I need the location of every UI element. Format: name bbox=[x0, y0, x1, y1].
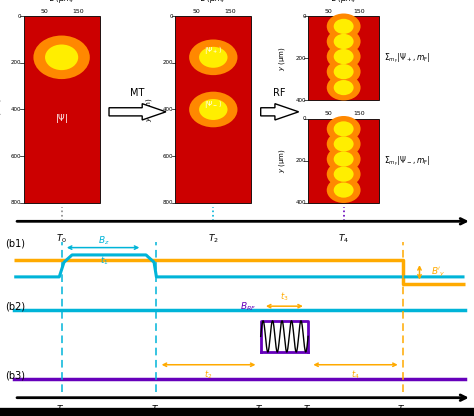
Ellipse shape bbox=[327, 116, 361, 142]
Text: 50: 50 bbox=[193, 9, 201, 14]
Ellipse shape bbox=[199, 99, 228, 120]
Ellipse shape bbox=[33, 35, 90, 79]
Ellipse shape bbox=[327, 59, 361, 84]
Text: 200: 200 bbox=[11, 60, 21, 65]
Text: $T_3$: $T_3$ bbox=[302, 403, 314, 416]
Text: 50: 50 bbox=[41, 9, 49, 14]
Bar bbox=[24, 16, 100, 203]
Ellipse shape bbox=[334, 80, 354, 95]
Text: $z$ (μm): $z$ (μm) bbox=[49, 0, 74, 5]
Text: $y$ (μm): $y$ (μm) bbox=[277, 149, 287, 173]
Text: $t_3$: $t_3$ bbox=[280, 290, 289, 302]
Ellipse shape bbox=[334, 19, 354, 34]
Text: $T_0$: $T_0$ bbox=[56, 403, 67, 416]
Text: $t_2$: $t_2$ bbox=[204, 369, 213, 381]
Ellipse shape bbox=[334, 151, 354, 167]
Text: $z$ (μm): $z$ (μm) bbox=[331, 0, 356, 5]
Text: MT: MT bbox=[130, 88, 145, 98]
Text: $\Sigma_{m_{\rm F}}|\Psi_-,m_{\rm F}|$: $\Sigma_{m_{\rm F}}|\Psi_-,m_{\rm F}|$ bbox=[384, 154, 430, 168]
Text: $z$ (μm): $z$ (μm) bbox=[201, 0, 226, 5]
Text: $t_1$: $t_1$ bbox=[100, 255, 109, 267]
Text: 600: 600 bbox=[11, 154, 21, 158]
Polygon shape bbox=[261, 104, 299, 120]
Text: 400: 400 bbox=[295, 200, 306, 205]
Ellipse shape bbox=[334, 183, 354, 198]
Text: $T_1$: $T_1$ bbox=[151, 403, 162, 416]
Text: $T_4$: $T_4$ bbox=[397, 403, 409, 416]
Text: $|\Psi|$: $|\Psi|$ bbox=[55, 112, 68, 125]
Text: 600: 600 bbox=[163, 154, 173, 158]
Text: (b2): (b2) bbox=[5, 301, 25, 311]
Text: $\Sigma_{m_{\rm F}}|\Psi_+,m_{\rm F}|$: $\Sigma_{m_{\rm F}}|\Psi_+,m_{\rm F}|$ bbox=[384, 52, 430, 65]
Ellipse shape bbox=[327, 177, 361, 203]
Ellipse shape bbox=[189, 40, 237, 75]
Text: $T_2$: $T_2$ bbox=[255, 403, 266, 416]
Text: 150: 150 bbox=[354, 111, 365, 116]
Ellipse shape bbox=[189, 92, 237, 127]
Text: 400: 400 bbox=[163, 107, 173, 112]
Text: $B_z$: $B_z$ bbox=[99, 234, 110, 247]
Ellipse shape bbox=[334, 166, 354, 182]
Text: 400: 400 bbox=[295, 98, 306, 103]
Text: 50: 50 bbox=[324, 111, 332, 116]
Ellipse shape bbox=[327, 44, 361, 69]
Text: 0: 0 bbox=[18, 14, 21, 19]
Text: 200: 200 bbox=[163, 60, 173, 65]
Text: $T_2$: $T_2$ bbox=[208, 233, 219, 245]
Bar bbox=[308, 119, 379, 203]
Text: $B'_y$: $B'_y$ bbox=[431, 266, 446, 279]
Text: 0: 0 bbox=[170, 14, 173, 19]
Ellipse shape bbox=[327, 161, 361, 187]
Text: $B_{RF}$: $B_{RF}$ bbox=[240, 301, 256, 314]
Text: $y$ (μm): $y$ (μm) bbox=[144, 97, 155, 122]
Text: (b3): (b3) bbox=[5, 371, 25, 381]
Text: 0: 0 bbox=[302, 116, 306, 121]
Bar bbox=[308, 16, 379, 100]
Ellipse shape bbox=[334, 121, 354, 136]
Text: 50: 50 bbox=[324, 9, 332, 14]
Ellipse shape bbox=[327, 131, 361, 157]
Ellipse shape bbox=[327, 13, 361, 39]
Text: 200: 200 bbox=[295, 56, 306, 61]
Ellipse shape bbox=[334, 136, 354, 151]
Ellipse shape bbox=[334, 64, 354, 79]
Text: $y$ (μm): $y$ (μm) bbox=[277, 46, 287, 71]
Text: 400: 400 bbox=[11, 107, 21, 112]
Text: $t_4$: $t_4$ bbox=[351, 369, 360, 381]
Text: 0: 0 bbox=[302, 14, 306, 19]
Text: 200: 200 bbox=[295, 158, 306, 163]
Text: $|\Psi_+\rangle$: $|\Psi_+\rangle$ bbox=[204, 44, 222, 56]
Text: RF: RF bbox=[273, 88, 286, 98]
Ellipse shape bbox=[334, 49, 354, 64]
Text: $|\Psi_-\rangle$: $|\Psi_-\rangle$ bbox=[204, 98, 222, 110]
Ellipse shape bbox=[327, 146, 361, 172]
Text: $T_4$: $T_4$ bbox=[338, 233, 349, 245]
Text: 150: 150 bbox=[354, 9, 365, 14]
Ellipse shape bbox=[327, 29, 361, 54]
Text: 800: 800 bbox=[11, 200, 21, 205]
Text: 150: 150 bbox=[73, 9, 84, 14]
Bar bbox=[175, 16, 251, 203]
Text: 150: 150 bbox=[224, 9, 236, 14]
Text: 800: 800 bbox=[163, 200, 173, 205]
Text: $y$ (μm): $y$ (μm) bbox=[0, 97, 3, 122]
Ellipse shape bbox=[334, 34, 354, 49]
Text: $T_0$: $T_0$ bbox=[56, 233, 67, 245]
Ellipse shape bbox=[327, 75, 361, 100]
Ellipse shape bbox=[199, 47, 228, 68]
Polygon shape bbox=[109, 104, 166, 120]
Ellipse shape bbox=[45, 45, 78, 70]
Text: (b1): (b1) bbox=[5, 238, 25, 248]
